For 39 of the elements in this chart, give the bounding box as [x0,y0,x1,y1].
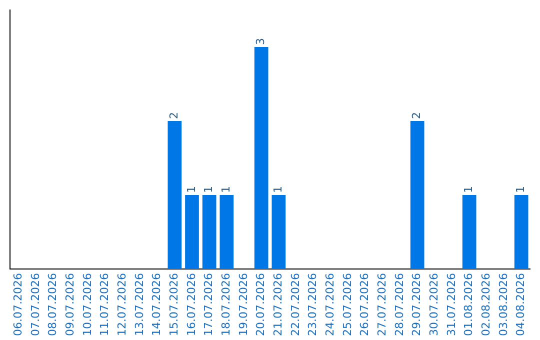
x-tick-label: 08.07.2026 [46,273,60,336]
x-tick-label: 20.07.2026 [254,273,268,336]
x-tick-label: 10.07.2026 [80,273,94,336]
x-tick-label: 25.07.2026 [340,273,354,336]
x-tick-label: 19.07.2026 [236,273,250,336]
data-label: 1 [514,186,528,194]
x-tick-label: 13.07.2026 [132,273,146,336]
x-tick-label: 12.07.2026 [116,273,129,336]
data-label: 2 [168,112,181,120]
x-tick-label: 16.07.2026 [184,273,198,336]
x-tick-label: 21.07.2026 [272,273,285,336]
x-tick-label: 17.07.2026 [202,273,216,336]
x-tick-label: 30.07.2026 [428,273,441,336]
data-label: 1 [184,186,198,194]
x-tick-label: 01.08.2026 [462,273,476,336]
x-tick-label: 04.08.2026 [514,273,528,336]
x-tick-label: 28.07.2026 [392,273,406,336]
x-tick-label: 09.07.2026 [64,273,77,336]
x-tick-label: 22.07.2026 [288,273,302,336]
x-tick-label: 24.07.2026 [324,273,337,336]
data-label: 1 [202,186,216,194]
x-tick-label: 03.08.2026 [496,273,510,336]
x-tick-label: 18.07.2026 [220,273,233,336]
data-label: 2 [410,112,424,120]
x-tick-label: 31.07.2026 [444,273,458,336]
data-label: 1 [272,186,285,194]
x-tick-label: 11.07.2026 [98,273,112,336]
data-label: 1 [462,186,476,194]
x-tick-label: 29.07.2026 [410,273,424,336]
x-tick-label: 26.07.2026 [358,273,372,336]
x-tick-label: 07.07.2026 [28,273,42,336]
x-tick-label: 27.07.2026 [376,273,389,336]
x-tick-label: 14.07.2026 [150,273,164,336]
x-tick-label: 23.07.2026 [306,273,320,336]
data-label: 1 [220,186,233,194]
data-label: 3 [254,38,268,46]
x-tick-label: 15.07.2026 [168,273,181,336]
x-tick-label: 06.07.2026 [12,273,25,336]
x-tick-label: 02.08.2026 [480,273,493,336]
